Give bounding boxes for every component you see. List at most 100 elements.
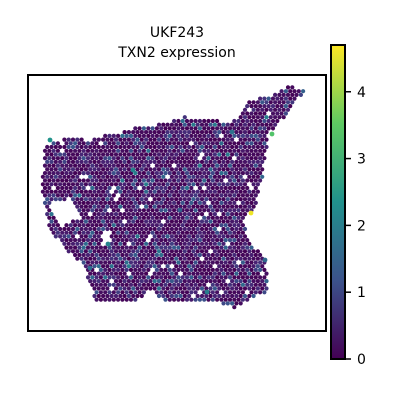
expression-spot — [249, 260, 254, 265]
expression-spot — [264, 130, 269, 135]
expression-spot — [79, 159, 84, 164]
expression-spot — [180, 252, 185, 258]
expression-spot — [146, 260, 151, 265]
expression-spot — [137, 215, 142, 220]
expression-spot — [210, 200, 215, 205]
expression-spot — [79, 241, 84, 246]
expression-spot — [154, 156, 159, 161]
expression-spot — [242, 152, 248, 157]
expression-spot — [165, 137, 170, 142]
expression-spot — [156, 204, 162, 209]
expression-spot — [120, 282, 125, 287]
expression-spot — [187, 212, 192, 217]
expression-spot — [141, 252, 146, 258]
expression-spot — [146, 133, 151, 138]
expression-spot — [120, 252, 125, 258]
expression-spot — [107, 148, 112, 153]
expression-spot — [210, 208, 215, 213]
expression-spot — [146, 148, 151, 153]
expression-spot — [206, 215, 211, 220]
expression-spot — [290, 92, 295, 97]
expression-spot — [230, 137, 235, 142]
expression-spot — [141, 156, 146, 161]
expression-spot — [144, 174, 149, 179]
expression-spot — [88, 204, 93, 209]
expression-spot — [139, 159, 144, 164]
expression-spot — [182, 212, 187, 217]
expression-spot — [85, 193, 91, 198]
expression-spot — [215, 156, 220, 161]
expression-spot — [204, 167, 209, 172]
expression-spot — [296, 89, 301, 94]
expression-spot — [227, 193, 233, 198]
expression-spot — [169, 204, 174, 209]
expression-spot — [174, 189, 179, 194]
expression-spot — [219, 267, 224, 272]
expression-spot — [281, 100, 286, 105]
expression-spot — [105, 264, 110, 269]
expression-spot — [212, 130, 217, 135]
expression-spot — [232, 230, 237, 235]
expression-spot — [81, 245, 86, 250]
expression-spot — [255, 167, 260, 172]
expression-spot — [202, 238, 207, 243]
expression-spot — [92, 249, 97, 254]
expression-spot — [131, 189, 136, 194]
expression-spot — [176, 238, 181, 243]
expression-spot — [184, 163, 190, 168]
expression-spot — [120, 185, 125, 191]
expression-spot — [75, 174, 80, 179]
expression-spot — [107, 215, 112, 220]
expression-spot — [253, 185, 258, 191]
expression-spot — [92, 212, 97, 217]
expression-spot — [212, 212, 217, 217]
expression-spot — [167, 238, 172, 243]
expression-spot — [184, 290, 190, 295]
expression-spot — [227, 275, 233, 280]
expression-spot — [51, 215, 56, 220]
expression-spot — [232, 148, 237, 153]
expression-spot — [210, 141, 215, 146]
expression-spot — [208, 189, 213, 194]
expression-spot — [210, 290, 215, 295]
expression-spot — [103, 200, 108, 205]
expression-spot — [189, 297, 194, 302]
expression-spot — [221, 159, 226, 164]
expression-spot — [146, 171, 151, 176]
expression-spot — [109, 234, 114, 239]
expression-spot — [122, 249, 127, 254]
expression-spot — [215, 252, 220, 258]
expression-spot — [75, 159, 80, 164]
expression-spot — [51, 223, 56, 228]
expression-spot — [131, 256, 136, 261]
expression-spot — [137, 126, 142, 131]
expression-spot — [260, 264, 265, 269]
expression-spot — [161, 130, 166, 135]
expression-spot — [92, 286, 97, 291]
expression-spot-high — [105, 241, 111, 247]
expression-spot — [96, 144, 101, 150]
expression-spot — [172, 133, 177, 138]
expression-spot — [180, 133, 185, 138]
expression-spot — [215, 185, 220, 191]
expression-spot — [199, 159, 205, 164]
expression-spot — [253, 193, 258, 198]
expression-spot — [225, 204, 230, 209]
expression-spot — [187, 293, 192, 299]
expression-spot — [94, 223, 99, 228]
expression-spot — [249, 178, 254, 183]
expression-spot — [116, 148, 121, 153]
expression-spot — [169, 241, 174, 246]
expression-spot — [230, 152, 235, 157]
expression-spot — [116, 171, 121, 176]
expression-spot — [161, 271, 166, 276]
spots-layer — [40, 85, 306, 310]
expression-spot — [137, 148, 142, 153]
expression-spot — [245, 178, 250, 183]
expression-spot — [172, 148, 177, 153]
expression-spot — [75, 256, 80, 261]
expression-spot — [165, 241, 170, 246]
expression-spot — [240, 126, 245, 131]
expression-spot-high — [177, 207, 183, 213]
expression-spot — [96, 256, 101, 261]
